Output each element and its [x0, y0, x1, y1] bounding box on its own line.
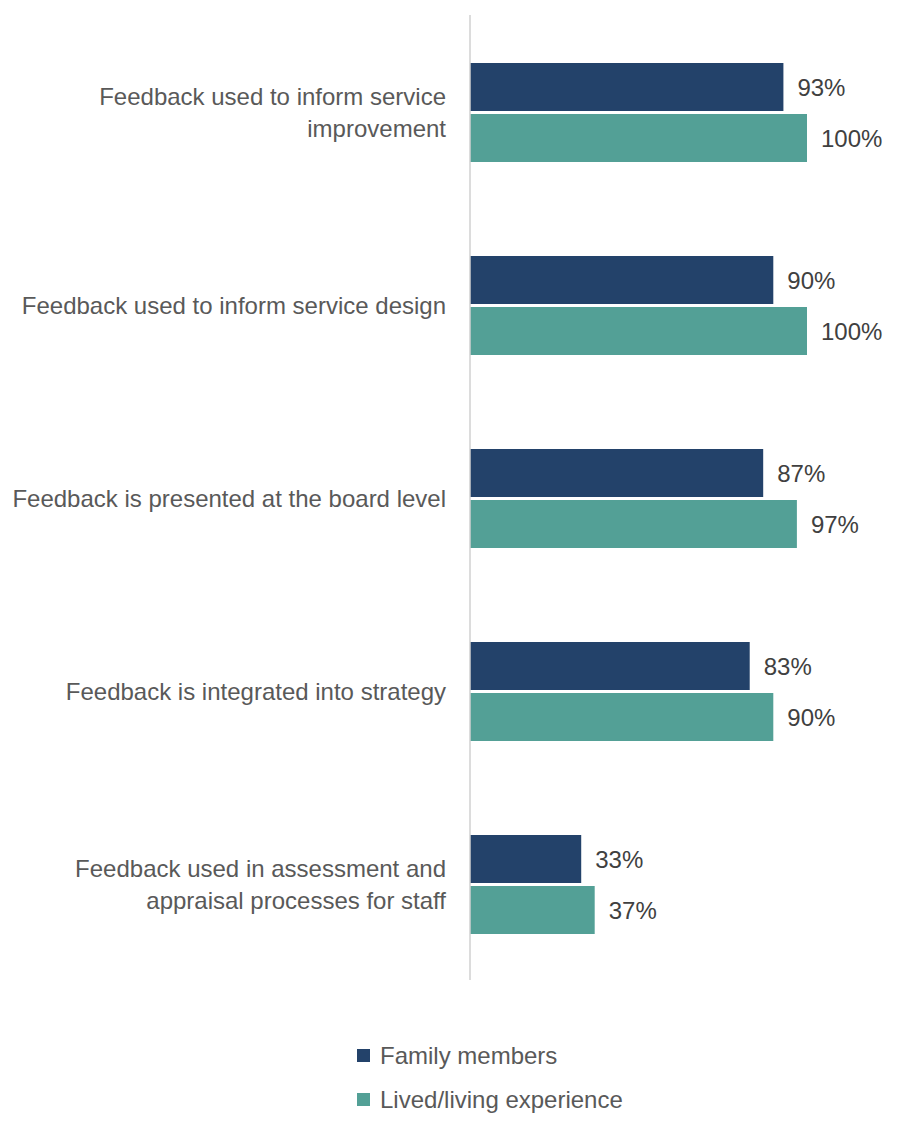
- category-label: Feedback is presented at the board level: [12, 485, 446, 512]
- data-label: 100%: [821, 125, 882, 152]
- bar: [470, 307, 807, 355]
- bar: [470, 449, 763, 497]
- legend: Family members Lived/living experience: [357, 1042, 623, 1113]
- data-label: 90%: [787, 704, 835, 731]
- data-label: 87%: [777, 460, 825, 487]
- category-label: Feedback used in assessment andappraisal…: [75, 855, 446, 914]
- legend-swatch: [357, 1049, 370, 1062]
- legend-swatch: [357, 1093, 370, 1106]
- legend-label: Lived/living experience: [380, 1086, 623, 1113]
- category-label: Feedback used to inform serviceimproveme…: [99, 83, 446, 142]
- chart-svg: 93% 100% 90% 100% 87% 97% 83% 90% 33% 37% Feedback…: [0, 0, 908, 1128]
- category-label: Feedback used to inform service design: [22, 292, 446, 319]
- category-label: Feedback is integrated into strategy: [66, 678, 446, 705]
- bars: [470, 63, 807, 934]
- bar: [470, 500, 797, 548]
- bar: [470, 642, 750, 690]
- chart-container: 93% 100% 90% 100% 87% 97% 83% 90% 33% 37% Feedback…: [0, 0, 908, 1128]
- data-label: 37%: [609, 897, 657, 924]
- bar: [470, 835, 581, 883]
- bar: [470, 886, 595, 934]
- data-label: 100%: [821, 318, 882, 345]
- legend-label: Family members: [380, 1042, 557, 1069]
- data-label: 97%: [811, 511, 859, 538]
- data-label: 90%: [787, 267, 835, 294]
- bar: [470, 63, 783, 111]
- axis-line: [469, 15, 471, 980]
- data-label: 33%: [595, 846, 643, 873]
- data-labels: 93% 100% 90% 100% 87% 97% 83% 90% 33% 37%: [595, 74, 882, 924]
- data-label: 93%: [797, 74, 845, 101]
- bar: [470, 114, 807, 162]
- bar: [470, 256, 773, 304]
- data-label: 83%: [764, 653, 812, 680]
- bar: [470, 693, 773, 741]
